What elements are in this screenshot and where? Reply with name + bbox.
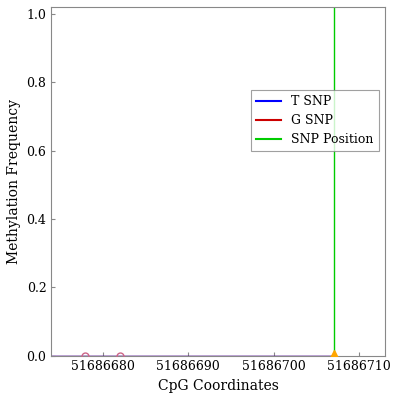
- X-axis label: CpG Coordinates: CpG Coordinates: [158, 379, 278, 393]
- Y-axis label: Methylation Frequency: Methylation Frequency: [7, 99, 21, 264]
- Legend: T SNP, G SNP, SNP Position: T SNP, G SNP, SNP Position: [252, 90, 379, 152]
